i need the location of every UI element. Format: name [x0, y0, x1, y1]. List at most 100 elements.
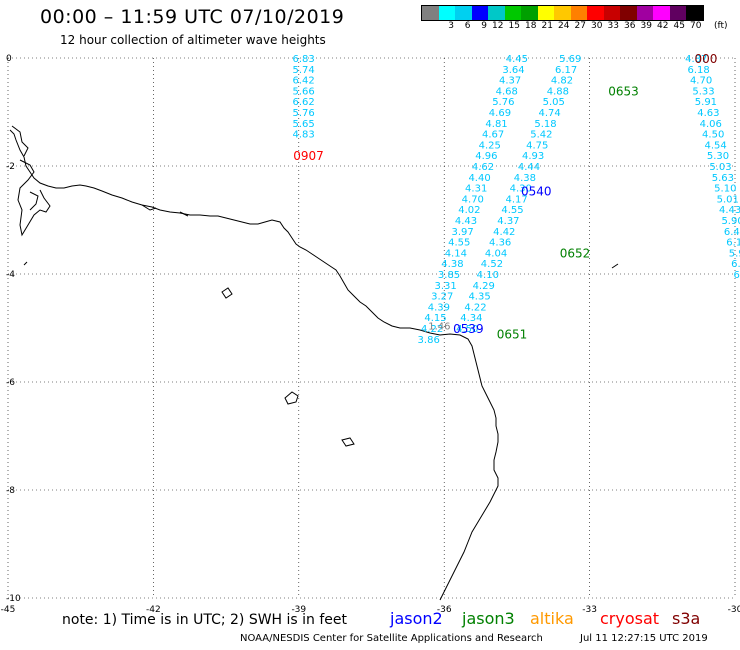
color-swatch-label: 6	[464, 21, 471, 31]
coastline	[9, 125, 619, 601]
wave-height-label: 5.76	[492, 97, 514, 108]
wave-height-label: 4.10	[477, 270, 499, 281]
color-legend-labels: 3 6 9 12 15 18 21 24 27 30 33 36 39 42 45 70	[421, 21, 702, 31]
color-legend-unit: (ft)	[714, 21, 728, 31]
wave-height-label: 6.20	[731, 259, 740, 270]
wave-height-label: 4.30	[510, 184, 532, 195]
x-tick-label: -42	[146, 605, 161, 615]
wave-height-label: 6.40	[724, 227, 740, 238]
wave-height-label: 3.64	[502, 65, 524, 76]
wave-height-label: 5.10	[714, 184, 736, 195]
y-tick-label: -10	[6, 594, 21, 604]
wave-height-label: 6.42	[293, 76, 315, 87]
color-swatch	[438, 6, 455, 20]
wave-height-label: 4.74	[538, 108, 560, 119]
satellite-legend-item: jason3	[462, 609, 515, 628]
color-swatch	[570, 6, 587, 20]
wave-height-label: 4.83	[293, 130, 315, 141]
wave-height-label: 4.55	[501, 205, 523, 216]
x-tick-label: -45	[1, 605, 16, 615]
wave-height-label: 5.18	[534, 119, 556, 130]
wave-height-label: 4.54	[704, 140, 726, 151]
color-swatch-label: 45	[673, 21, 685, 31]
wave-height-label: 5.42	[530, 130, 552, 141]
wave-height-label: 4.82	[551, 76, 573, 87]
wave-height-label: 4.68	[496, 86, 518, 97]
wave-height-label: 5.65	[293, 119, 315, 130]
wave-height-label: 4.67	[482, 130, 504, 141]
wave-height-label: 4.70	[690, 76, 712, 87]
wave-height-label: 6.18	[688, 65, 710, 76]
color-legend	[421, 5, 704, 21]
wave-height-label: 4.40	[468, 173, 490, 184]
coastline-main	[9, 129, 499, 601]
wave-height-label: 4.04	[485, 248, 507, 259]
wave-height-label: 4.17	[506, 194, 528, 205]
wave-height-label: 4.93	[522, 151, 544, 162]
color-swatch	[636, 6, 653, 20]
wave-height-label: 4.02	[458, 205, 480, 216]
altimeter-tracks: 6.835.746.425.666.625.765.654.834.876.18…	[293, 54, 740, 346]
color-swatch	[471, 6, 488, 20]
x-tick-label: -30	[728, 605, 740, 615]
color-swatch-label: 70	[690, 21, 702, 31]
wave-height-label: 4.15	[424, 313, 446, 324]
pass-time-label: 000	[694, 52, 717, 66]
wave-height-label: 4.62	[472, 162, 494, 173]
wave-height-label: 4.34	[460, 313, 482, 324]
wave-height-label: 4.50	[456, 324, 478, 335]
wave-height-label: 4.22	[464, 302, 486, 313]
pass-time-label: 0651	[497, 327, 528, 341]
wave-height-label: 4.31	[465, 184, 487, 195]
color-swatch	[669, 6, 686, 20]
chart-title: 00:00 – 11:59 UTC 07/10/2019	[40, 6, 345, 28]
coastline-west-islands	[11, 125, 189, 237]
wave-height-label: 4.69	[489, 108, 511, 119]
chart-subtitle: 12 hour collection of altimeter wave hei…	[60, 33, 326, 47]
color-swatch	[587, 6, 604, 20]
color-swatch	[488, 6, 505, 20]
color-swatch	[603, 6, 620, 20]
color-swatch	[686, 6, 703, 20]
color-swatch	[422, 6, 439, 20]
wave-height-label: 6.17	[555, 65, 577, 76]
wave-height-label: 4.81	[485, 119, 507, 130]
note-text: note: 1) Time is in UTC; 2) SWH is in fe…	[62, 612, 348, 628]
color-swatch	[554, 6, 571, 20]
wave-height-label: 4.55	[448, 238, 470, 249]
wave-height-label: 6.10	[734, 270, 740, 281]
pass-labels: 0907 0540 0539 0651 0652 0653 000	[293, 52, 717, 341]
satellite-legend-item: jason2	[390, 609, 443, 628]
color-swatch-label: 30	[591, 21, 603, 31]
color-swatch-label: 12	[492, 21, 504, 31]
wave-height-label: 4.50	[702, 130, 724, 141]
timestamp-text: Jul 11 12:27:15 UTC 2019	[580, 633, 708, 644]
color-swatch-label: 42	[657, 21, 669, 31]
wave-height-label: 4.37	[497, 216, 519, 227]
color-swatch	[653, 6, 670, 20]
satellite-legend-item: altika	[530, 609, 574, 628]
pass-time-label: 0539	[453, 322, 484, 336]
wave-height-label: 4.45	[506, 54, 528, 65]
color-swatch-label: 27	[574, 21, 586, 31]
color-swatch	[537, 6, 554, 20]
pass-time-label: 0907	[293, 149, 324, 163]
x-tick-label: -36	[437, 605, 452, 615]
wave-height-label: 4.42	[493, 227, 515, 238]
color-swatch-label: 36	[624, 21, 636, 31]
island-4	[611, 263, 619, 269]
satellite-legend-item: cryosat	[600, 609, 660, 628]
wave-height-label: 3.86	[418, 335, 440, 346]
wave-height-label: 5.91	[695, 97, 717, 108]
color-swatch-label: 21	[541, 21, 553, 31]
color-swatch-label: 18	[525, 21, 537, 31]
wave-height-label: 5.69	[559, 54, 581, 65]
wave-height-label: 5.05	[543, 97, 565, 108]
color-swatch-label: 9	[481, 21, 487, 31]
wave-height-label: 4.14	[445, 248, 467, 259]
pass-time-label: 0540	[521, 184, 552, 198]
wave-height-label: 3.97	[451, 227, 473, 238]
satellite-legend-item: s3a	[672, 609, 701, 628]
wave-height-label: 4.52	[481, 259, 503, 270]
